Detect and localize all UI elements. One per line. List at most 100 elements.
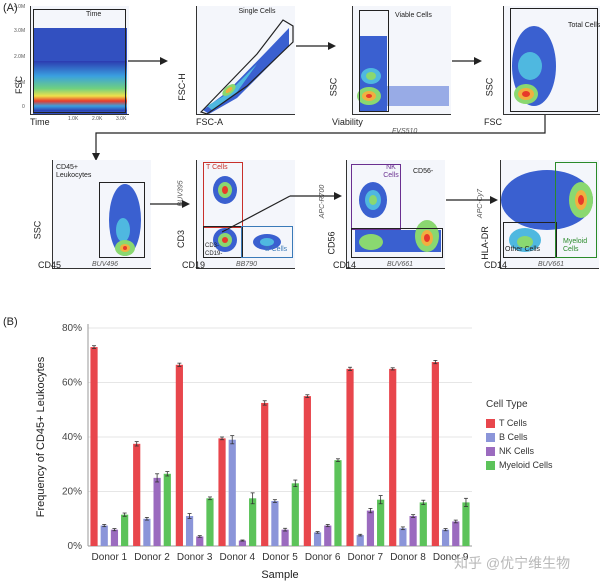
bar-myeloid-cells <box>206 498 214 546</box>
gate-cd56-neg-label: CD56- <box>413 168 434 175</box>
p3-x-sub: FVS510 <box>392 128 418 135</box>
bar-nk-cells <box>196 536 204 546</box>
y-tick-label: 40% <box>62 432 82 443</box>
bar-nk-cells <box>324 525 332 546</box>
gate-viable-cells-label: Viable Cells <box>395 12 432 19</box>
legend-swatch <box>486 446 495 456</box>
panel-a-label: (A) <box>3 2 18 14</box>
bar-myeloid-cells <box>249 498 257 546</box>
y-tick-label: 80% <box>62 323 82 334</box>
bar-nk-cells <box>110 529 119 546</box>
p5-x-axis: CD45 <box>38 260 62 270</box>
bar-myeloid-cells <box>334 460 342 546</box>
gate-cd45-label: CD45+ Leukocytes <box>56 164 92 179</box>
bar-chart: 0% 20% 40% 60% 80% Donor 1 Donor 2 Donor 3 Donor… <box>35 323 472 581</box>
bar-myeloid-cells <box>291 483 299 546</box>
bar-myeloid-cells <box>121 514 129 546</box>
p1-xtick: 2.0K <box>92 116 103 122</box>
bar-myeloid-cells <box>419 502 427 546</box>
bar-nk-cells <box>281 529 289 546</box>
gate-total-cells-label: Total Cells <box>568 22 600 29</box>
flow-plot-cd45: CD45+ Leukocytes <box>52 160 151 269</box>
bar-myeloid-cells <box>377 499 385 546</box>
p2-y-axis: FSC-H <box>176 73 187 101</box>
legend-item-t-cells: T Cells <box>486 418 527 428</box>
gate-cd3-cd19-neg-label: CD3- CD19- <box>205 243 223 257</box>
legend-label: T Cells <box>499 418 527 428</box>
legend-item-b-cells: B Cells <box>486 432 528 442</box>
bar-b-cells <box>185 516 194 546</box>
panel-b-label: (B) <box>3 316 18 328</box>
p3-y-axis: SSC <box>328 77 339 97</box>
p1-ytick: 2.0M <box>14 54 26 60</box>
gate-time-label: Time <box>86 11 102 18</box>
bar-t-cells <box>431 362 439 546</box>
bar-nk-cells <box>409 516 417 546</box>
arrow-7-8 <box>446 196 498 204</box>
y-tick-label: 0% <box>68 541 83 552</box>
p1-ytick: 3.0M <box>14 28 26 34</box>
x-tick-label: Donor 3 <box>177 552 213 563</box>
bar-t-cells <box>218 438 226 546</box>
legend-label: NK Cells <box>499 446 535 456</box>
arrow-6-7 <box>290 192 342 200</box>
y-axis-title: Frequency of CD45+ Leukocytes <box>35 356 47 517</box>
arrow-row1-row2 <box>92 115 546 161</box>
p5-y-axis: SSC <box>32 220 43 240</box>
p8-x-sub: BUV661 <box>538 261 565 268</box>
bar-nk-cells <box>366 510 375 546</box>
watermark: 知乎 @优宁维生物 <box>454 555 571 571</box>
p8-x-axis: CD14 <box>484 260 508 270</box>
x-tick-label: Donor 7 <box>348 552 384 563</box>
p7-x-axis: CD14 <box>333 260 357 270</box>
p1-ytick-top: 4.0M <box>14 4 26 10</box>
legend-title: Cell Type <box>486 399 528 410</box>
p1-x-axis: Time <box>30 117 50 127</box>
flow-plot-cd56-cd14: NK Cells CD56- <box>346 160 445 269</box>
p4-x-axis: FSC <box>484 117 502 127</box>
legend-label: Myeloid Cells <box>499 460 553 470</box>
bar-b-cells <box>356 535 364 546</box>
gate-other-cells-label: Other Cells <box>505 246 541 253</box>
legend-label: B Cells <box>499 432 528 442</box>
bar-nk-cells <box>153 477 161 546</box>
bar-b-cells <box>143 518 151 546</box>
y-tick-label: 20% <box>62 487 82 498</box>
bar-nk-cells <box>452 521 460 546</box>
gate-single-cells-label: Single Cells <box>238 8 276 15</box>
p4-y-axis: SSC <box>484 77 495 97</box>
x-tick-label: Donor 6 <box>305 552 341 563</box>
arrow-5-6 <box>150 200 190 208</box>
bar-t-cells <box>175 364 183 546</box>
gate-b-cells-label: B Cells <box>265 246 288 253</box>
flow-plot-hladr-cd14: Other Cells Myeloid Cells <box>500 160 599 269</box>
p5-x-sub: BUV496 <box>92 261 119 268</box>
bar-b-cells <box>100 525 108 546</box>
p8-y-axis: HLA-DR <box>479 226 490 260</box>
gate-t-cells-label: T Cells <box>206 164 228 171</box>
bar-myeloid-cells <box>163 473 171 546</box>
p1-xtick: 1.0K <box>68 116 79 122</box>
bar-t-cells <box>389 368 397 546</box>
flow-plot-cd3-cd19: T Cells B Cells CD3- CD19- <box>196 160 295 269</box>
p6-x-axis: CD19 <box>182 260 206 270</box>
p6-y-axis: CD3 <box>176 229 187 249</box>
p7-x-sub: BUV661 <box>387 261 414 268</box>
y-tick-label: 60% <box>62 378 82 389</box>
gate-myeloid-cells-label: Myeloid Cells <box>563 238 588 253</box>
bar-t-cells <box>346 368 354 546</box>
flow-plot-viable-cells: Viable Cells <box>352 6 451 115</box>
bar-b-cells <box>399 528 407 546</box>
bar-t-cells <box>303 396 311 546</box>
legend-swatch <box>486 460 495 470</box>
p7-y-axis: CD56 <box>326 231 337 255</box>
bar-myeloid-cells <box>462 502 470 546</box>
arrow-3-4 <box>452 57 482 65</box>
p6-x-sub: BB790 <box>236 261 258 268</box>
legend-swatch <box>486 418 495 428</box>
bar-b-cells <box>228 439 236 546</box>
flow-plot-time: Time <box>30 6 129 115</box>
x-tick-label: Donor 9 <box>433 552 469 563</box>
gate-nk-cells-label: NK Cells <box>383 164 399 179</box>
bar-t-cells <box>90 347 98 546</box>
